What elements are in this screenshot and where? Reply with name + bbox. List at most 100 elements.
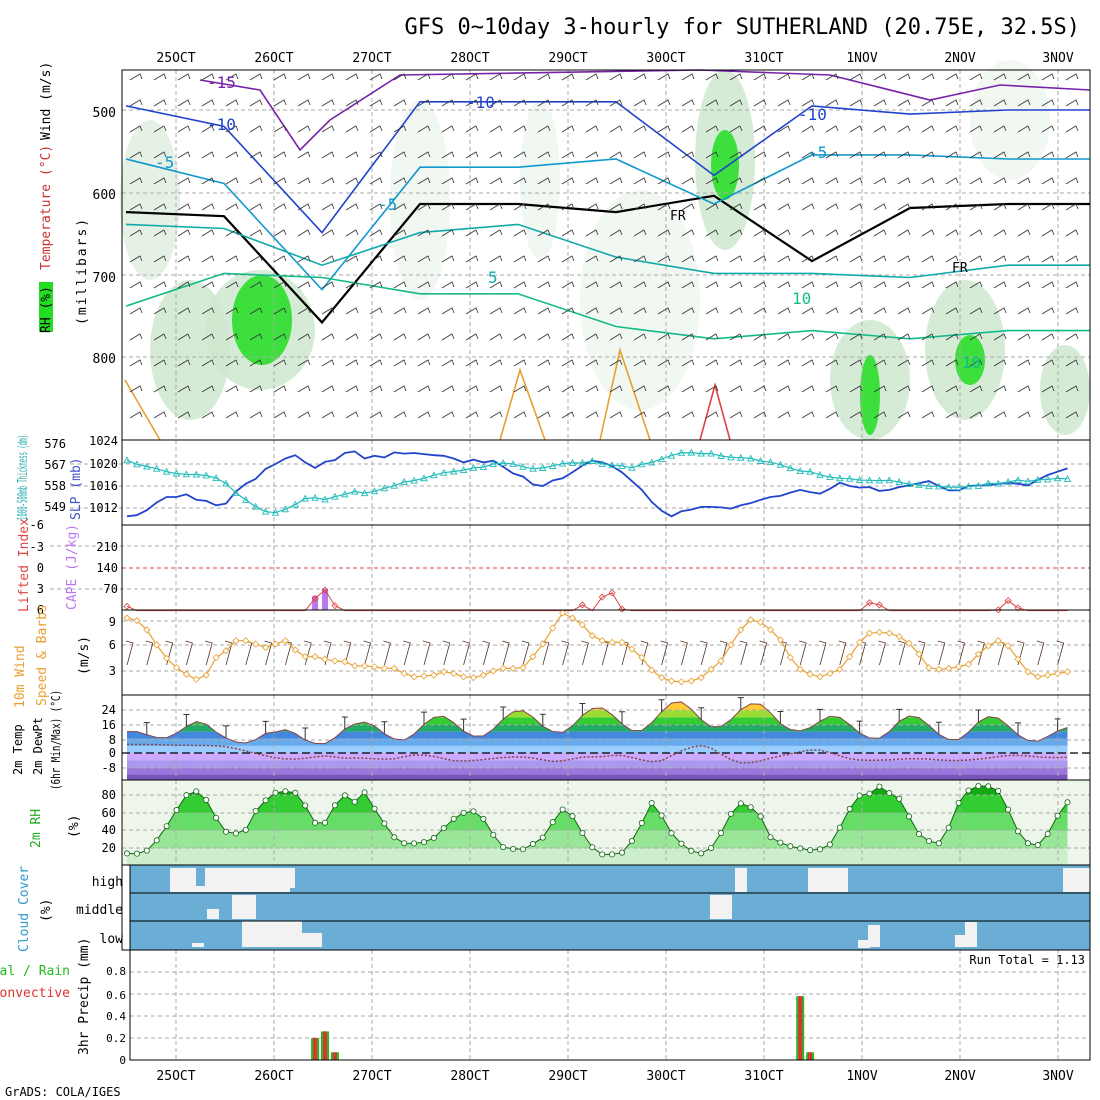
wind-barb — [129, 411, 143, 419]
wind-barb — [1041, 307, 1055, 315]
thickness-point — [855, 476, 864, 484]
wind10m-point — [232, 637, 240, 645]
li-point — [618, 605, 626, 613]
wind-barb — [609, 151, 623, 159]
wind10m-point — [1024, 668, 1032, 676]
upper-tick-800: 800 — [93, 352, 116, 367]
wind-barb — [1017, 203, 1031, 211]
wind-barb — [921, 255, 935, 263]
wind-barb — [465, 333, 479, 341]
wind-barb — [849, 281, 863, 289]
wind10m-point — [390, 664, 398, 673]
precip-tick-04: 0.4 — [106, 1010, 126, 1023]
wind-barb — [441, 411, 455, 419]
wind-barb — [345, 333, 359, 341]
wind-barb — [177, 307, 191, 315]
thickness-point — [895, 478, 903, 485]
wind-barb — [369, 177, 383, 185]
bottom-date-label: 25OCT — [156, 1069, 195, 1084]
wind-barb — [561, 359, 575, 367]
cloud-cell — [205, 868, 295, 888]
wind10m-barb — [680, 640, 688, 666]
wind-barb — [177, 151, 191, 159]
rh-point — [648, 799, 655, 806]
wind-barb — [657, 385, 671, 393]
thickness-point — [360, 489, 369, 497]
lifted-index-markers — [123, 586, 1022, 614]
wind-barb — [249, 229, 263, 237]
li-point — [994, 606, 1002, 614]
wind10m-markers — [123, 609, 1072, 686]
wind-barb — [273, 177, 287, 185]
wind10m-point — [410, 673, 418, 681]
wind10m-barb — [799, 640, 807, 666]
wind-barb — [321, 99, 335, 107]
wind10m-barb — [264, 640, 273, 666]
wind-barb — [753, 333, 767, 341]
wind-barb — [393, 411, 407, 419]
wind10m-point — [1044, 671, 1052, 679]
wind-barb — [945, 151, 959, 159]
wind-barb — [393, 359, 407, 367]
wind-barb — [729, 125, 743, 133]
wind-barb — [537, 99, 551, 107]
wind-barb — [513, 307, 527, 315]
t2-tick-m8: -8 — [102, 761, 116, 775]
cloud-cell — [207, 909, 219, 919]
rh-point — [856, 792, 863, 799]
wind10m-point — [935, 665, 943, 673]
wind-barb — [417, 229, 431, 237]
li-point — [865, 599, 874, 607]
wind-barb — [321, 177, 335, 185]
slp-tick-1016: 1016 — [89, 479, 118, 493]
temp-whisker — [302, 727, 309, 741]
wind-barb — [225, 203, 239, 211]
wind-barb — [153, 203, 167, 211]
temp-whisker — [183, 713, 190, 727]
wind-barb — [201, 333, 215, 341]
thick-tick-558: 558 — [44, 479, 66, 493]
wind-barb — [897, 255, 911, 263]
wind-barb — [225, 151, 239, 159]
rh-tick-40: 40 — [102, 823, 116, 837]
wind-barb — [465, 385, 479, 393]
wind10m-point — [341, 658, 349, 666]
wind-barb — [441, 281, 455, 289]
wind10m-point — [380, 664, 388, 673]
rh-point — [817, 846, 824, 853]
wind-barb — [129, 203, 143, 211]
t2-tick-0: 0 — [109, 746, 116, 760]
wind-barb — [993, 229, 1007, 237]
wind10m-point — [450, 669, 458, 678]
cloud-cell — [170, 886, 196, 892]
wind-barb — [777, 99, 791, 107]
wind10m-point — [1063, 668, 1072, 676]
li-point — [311, 594, 319, 603]
thickness-point — [727, 453, 735, 461]
temp-whisker — [143, 722, 150, 735]
wind-barb — [561, 307, 575, 315]
rh2m-ylabel: 2m RH — [29, 809, 44, 848]
wind10m-point — [568, 614, 577, 622]
t2-ylabel-1: 2m Temp — [11, 724, 25, 775]
rh-point — [351, 798, 358, 805]
rh-blob — [120, 120, 180, 280]
cloud-cell — [955, 935, 977, 947]
wind-barb — [585, 385, 599, 393]
wind-barb — [465, 281, 479, 289]
contour-label-m5-b: -5 — [378, 195, 397, 214]
slp-ylabel: SLP (mb) — [69, 457, 84, 520]
wind-barb — [753, 411, 767, 419]
wind-barb — [513, 229, 527, 237]
li-tick-3: 3 — [37, 582, 44, 596]
rh-point — [638, 820, 645, 827]
upper-ylabel-mb: (millibars) — [75, 217, 90, 325]
temp-whisker — [539, 713, 546, 727]
wind-barb — [201, 385, 215, 393]
wind-barb — [441, 385, 455, 393]
top-date-axis: 25OCT 26OCT 27OCT 28OCT 29OCT 30OCT 31OCT 1NOV 2… — [156, 51, 1073, 66]
wind10m-point — [440, 668, 448, 676]
wind-barb — [873, 255, 887, 263]
wind10m-point — [658, 674, 666, 682]
thickness-point — [152, 464, 161, 472]
